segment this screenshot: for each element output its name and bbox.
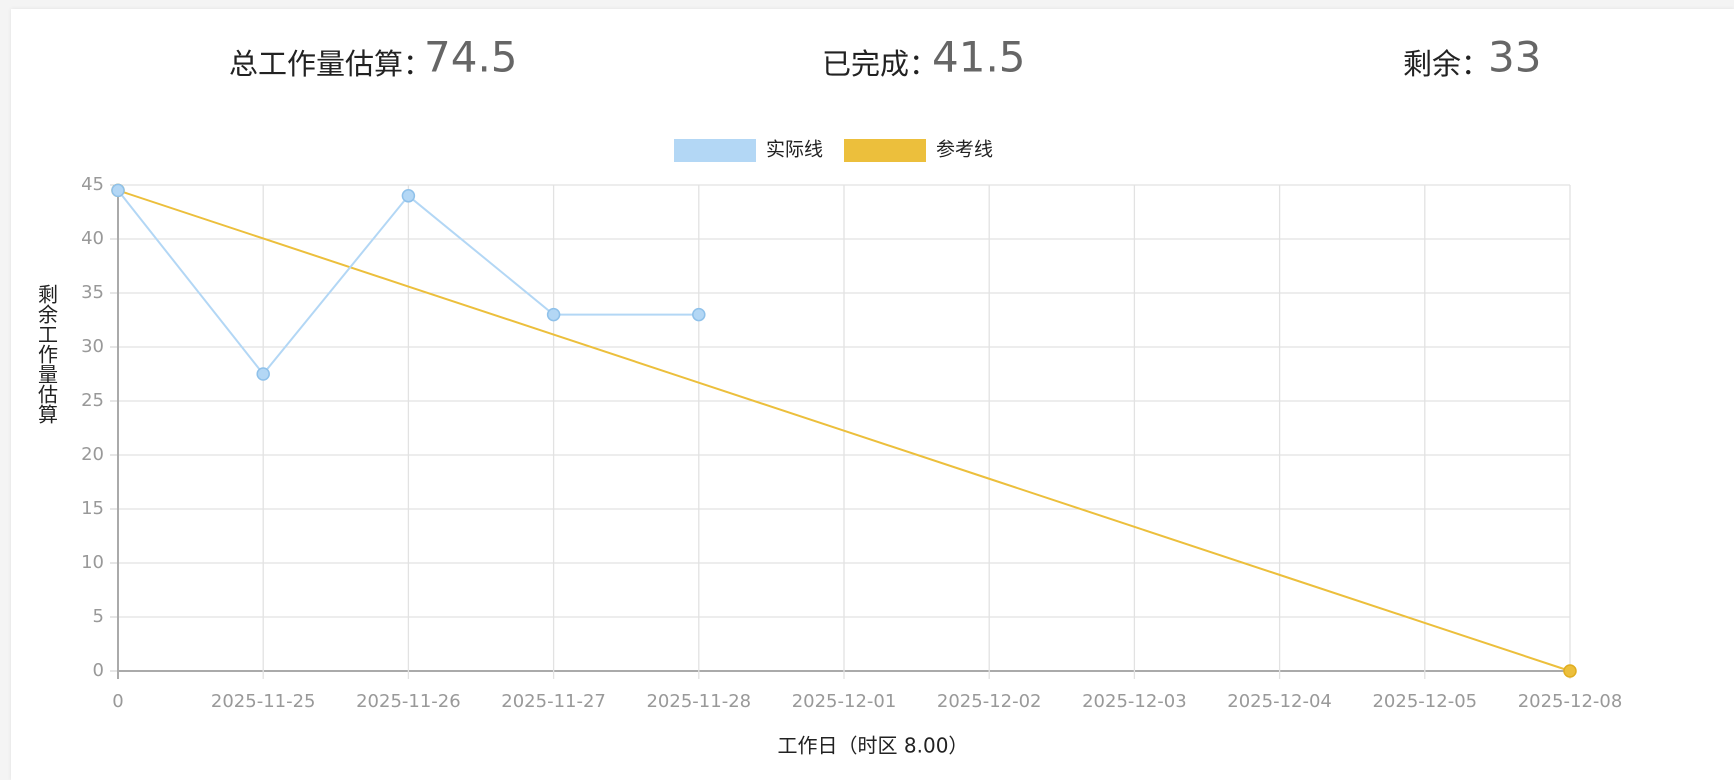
legend-label: 参考线: [936, 139, 993, 161]
y-tick-label: 15: [81, 498, 104, 519]
legend-label: 实际线: [766, 139, 823, 161]
x-axis-label: 工作日（时区 8.00）: [778, 734, 969, 758]
y-tick-label: 40: [81, 228, 104, 249]
legend-swatch: [674, 139, 756, 162]
stat-label: 总工作量估算：: [229, 47, 432, 81]
stat-label: 已完成：: [822, 47, 938, 81]
point: [546, 307, 561, 322]
y-tick-label: 10: [81, 552, 104, 573]
x-tick-label: 2025-12-03: [1082, 691, 1187, 712]
stat-label: 剩余：: [1403, 47, 1490, 81]
y-tick-label: 25: [81, 390, 104, 411]
card: [11, 9, 1734, 780]
x-tick-label: 2025-12-05: [1372, 691, 1477, 712]
legend-swatch: [844, 139, 926, 162]
y-tick-label: 45: [81, 174, 104, 195]
x-tick-label: 2025-11-28: [646, 691, 751, 712]
x-tick-label: 2025-11-25: [211, 691, 316, 712]
point: [111, 183, 125, 198]
stat-value: 41.5: [932, 33, 1026, 82]
stat-value: 74.5: [424, 33, 518, 82]
stat-value: 33: [1488, 33, 1541, 82]
y-tick-label: 0: [93, 660, 104, 681]
x-tick-label: 2025-12-01: [792, 691, 897, 712]
y-tick-label: 35: [81, 282, 104, 303]
x-tick-label: 2025-12-04: [1227, 691, 1332, 712]
line: [117, 189, 1571, 672]
point: [1563, 664, 1577, 678]
x-tick-label: 2025-11-26: [356, 691, 461, 712]
y-axis-label: 剩余工作量估算: [35, 284, 59, 424]
y-tick-label: 30: [81, 336, 104, 357]
point: [401, 189, 416, 203]
x-tick-label: 2025-12-02: [937, 691, 1042, 712]
point: [692, 307, 706, 322]
point: [256, 367, 270, 381]
x-tick-label: 2025-11-27: [501, 691, 606, 712]
x-tick-label: 2025-12-08: [1518, 691, 1623, 712]
y-tick-label: 20: [81, 444, 104, 465]
x-tick-label: 0: [112, 691, 123, 712]
y-tick-label: 5: [93, 606, 104, 627]
